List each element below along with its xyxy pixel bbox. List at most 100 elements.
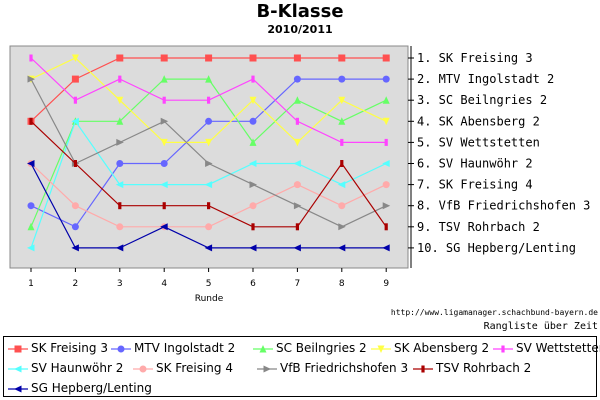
data-point <box>27 202 35 210</box>
data-point <box>27 75 35 83</box>
legend-marker-icon <box>8 345 28 352</box>
x-tick-label: 2 <box>73 279 79 289</box>
data-point <box>249 202 257 210</box>
data-point <box>73 96 77 104</box>
legend-marker-icon <box>8 385 28 392</box>
x-tick-label: 1 <box>28 279 34 289</box>
series-4 <box>29 54 388 146</box>
ranking-label: 6. SV Haunwöhr 2 <box>417 157 533 171</box>
data-point <box>293 160 301 167</box>
data-point <box>162 202 166 210</box>
data-point <box>249 181 257 189</box>
data-point <box>204 181 213 189</box>
data-point <box>295 223 299 231</box>
data-point <box>338 96 346 105</box>
data-point <box>293 202 302 210</box>
x-tick-label: 3 <box>117 279 123 289</box>
data-point <box>293 54 301 62</box>
ranking-label: 4. SK Abensberg 2 <box>417 114 540 128</box>
x-tick-label: 5 <box>206 279 212 289</box>
data-point <box>382 54 390 62</box>
legend-item: SK Freising 3 <box>7 340 108 356</box>
data-point <box>384 223 388 231</box>
legend-marker-icon <box>133 365 153 372</box>
x-tick-label: 6 <box>250 279 256 289</box>
data-point <box>205 75 213 83</box>
legend-marker-icon <box>371 345 391 353</box>
chart-title: B-Klasse <box>256 1 344 22</box>
data-point <box>71 75 79 83</box>
data-point <box>115 181 124 189</box>
x-tick-label: 8 <box>339 279 345 289</box>
data-point <box>338 202 346 210</box>
data-point <box>205 117 213 125</box>
data-point <box>116 117 124 125</box>
data-point <box>340 138 344 146</box>
series-9 <box>27 160 390 252</box>
legend-label: MTV Ingolstadt 2 <box>134 341 236 355</box>
legend-item: VfB Friedrichshofen 3 <box>256 360 408 376</box>
data-point <box>207 202 211 210</box>
legend-item: SC Beilngries 2 <box>252 340 367 356</box>
credit-text: http://www.ligamanager.schachbund-bayern… <box>390 308 598 317</box>
legend-label: SK Freising 3 <box>31 341 108 355</box>
data-point <box>29 54 33 62</box>
data-point <box>251 75 255 83</box>
data-point <box>382 244 390 252</box>
data-point <box>293 96 301 104</box>
legend: SK Freising 3 MTV Ingolstadt 2 SC Beilngri… <box>3 336 600 397</box>
data-point <box>160 223 168 231</box>
data-point <box>205 138 213 147</box>
data-point <box>337 244 346 252</box>
data-point <box>382 75 390 83</box>
data-point <box>338 54 346 62</box>
data-point <box>116 160 124 167</box>
ranking-label: 9. TSV Rohrbach 2 <box>417 220 540 234</box>
legend-marker-icon <box>8 365 28 372</box>
data-point <box>205 54 213 62</box>
data-point <box>340 160 344 167</box>
data-point <box>338 223 346 231</box>
data-point <box>382 160 390 167</box>
data-point <box>160 75 168 83</box>
data-point <box>162 96 166 104</box>
data-point <box>116 96 124 105</box>
legend-item: SK Freising 4 <box>132 360 233 376</box>
legend-label: TSV Rohrbach 2 <box>436 361 532 375</box>
data-point <box>382 96 390 104</box>
legend-item: SV Wettstetten <box>492 340 600 356</box>
legend-marker-icon <box>413 365 433 372</box>
data-point <box>71 223 79 231</box>
data-point <box>293 138 301 147</box>
data-point <box>249 244 257 252</box>
data-point <box>251 223 255 231</box>
data-point <box>382 202 391 210</box>
data-point <box>205 160 213 167</box>
x-tick-label: 4 <box>161 279 167 289</box>
legend-label: SG Hepberg/Lenting <box>31 381 152 395</box>
data-point <box>71 202 79 210</box>
data-point <box>71 244 79 252</box>
data-point <box>205 223 213 231</box>
legend-label: SV Haunwöhr 2 <box>31 361 124 375</box>
legend-label: SK Abensberg 2 <box>394 341 490 355</box>
series-3 <box>27 54 390 147</box>
data-point <box>71 117 79 125</box>
legend-marker-icon <box>111 345 131 352</box>
ranking-label: 3. SC Beilngries 2 <box>417 93 547 107</box>
data-point <box>249 117 257 125</box>
legend-label: VfB Friedrichshofen 3 <box>280 361 409 375</box>
legend-item: MTV Ingolstadt 2 <box>110 340 235 356</box>
ranking-label: 10. SG Hepberg/Lenting <box>417 241 576 255</box>
x-tick-label: 7 <box>295 279 301 289</box>
data-point <box>293 181 301 189</box>
data-point <box>116 223 124 231</box>
data-point <box>27 244 35 252</box>
x-axis-label: Runde <box>195 294 224 304</box>
data-point <box>27 160 35 167</box>
data-point <box>118 75 122 83</box>
x-tick-label: 9 <box>383 279 389 289</box>
data-point <box>160 117 169 125</box>
data-point <box>384 138 388 146</box>
data-point <box>249 160 257 167</box>
